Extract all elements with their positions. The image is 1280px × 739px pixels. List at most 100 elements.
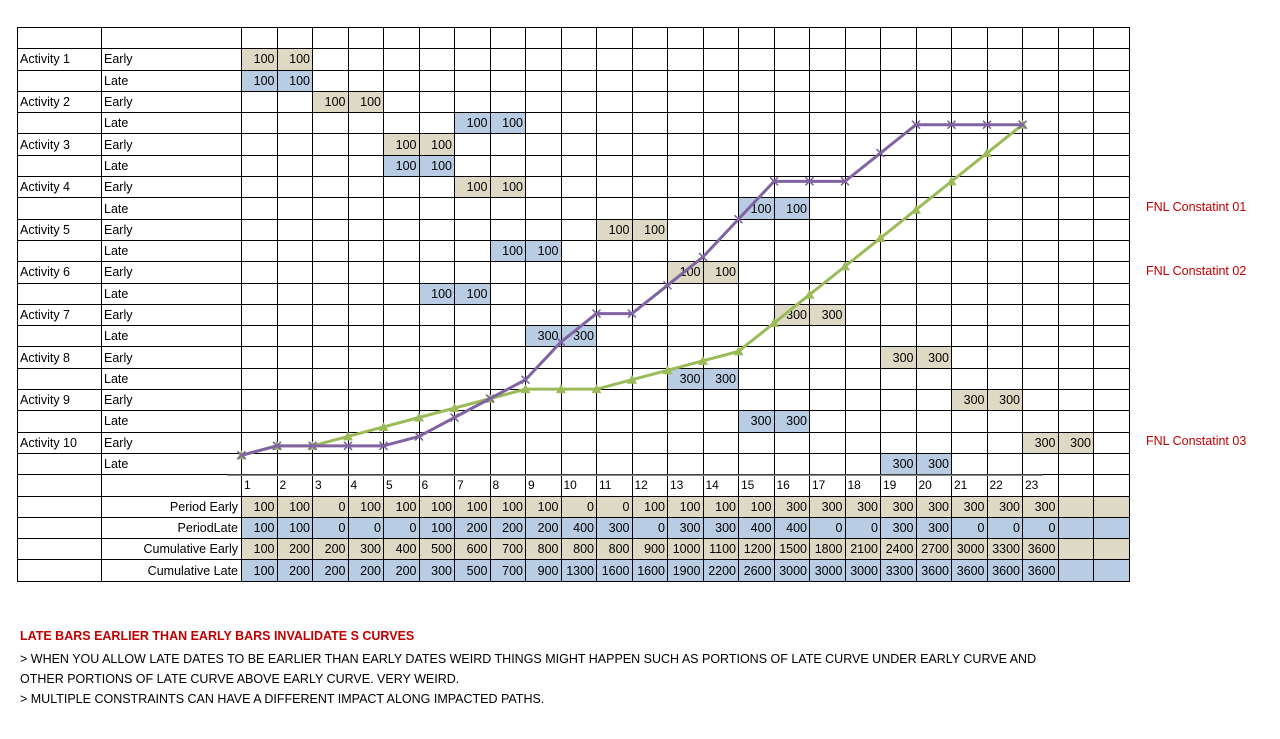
summary-value: 1800 xyxy=(809,538,846,561)
summary-value: 300 xyxy=(844,495,881,518)
summary-value: 300 xyxy=(986,495,1023,518)
summary-value xyxy=(1057,516,1094,540)
activity-row-3-late: Late 100 100 xyxy=(17,154,1130,178)
summary-value: 200 xyxy=(489,516,526,540)
activity-row-8-early: Activity 8 Early 300 300 xyxy=(17,346,1130,369)
summary-value: 300 xyxy=(347,538,384,561)
activity-type-label: Late xyxy=(101,197,242,220)
summary-value: 3000 xyxy=(844,559,881,582)
period-tick-label: 13 xyxy=(667,474,704,497)
late-bar-cell: 300 xyxy=(773,410,810,433)
summary-value: 2600 xyxy=(738,559,775,582)
late-bar-cell: 100 xyxy=(276,69,313,92)
period-tick-label: 1 xyxy=(241,474,278,497)
activity-row-7-late: Late 300 300 xyxy=(17,325,1130,348)
summary-value xyxy=(1057,559,1094,582)
summary-value: 3600 xyxy=(1022,559,1059,582)
summary-label: Period Early xyxy=(101,495,242,518)
activity-row-9-early: Activity 9 Early 300 300 xyxy=(17,389,1130,412)
summary-value: 300 xyxy=(880,516,917,540)
activity-row-1-early: Activity 1 Early 100 100 xyxy=(17,48,1130,71)
period-tick-label: 11 xyxy=(596,474,633,497)
early-bar-cell: 300 xyxy=(773,303,810,327)
summary-value: 700 xyxy=(489,538,526,561)
activity-name: Activity 5 xyxy=(17,218,102,241)
early-bar-cell: 300 xyxy=(986,389,1023,412)
late-bar-cell: 300 xyxy=(915,452,952,476)
period-tick-label: 2 xyxy=(276,474,313,497)
summary-value: 1300 xyxy=(560,559,597,582)
summary-value: 200 xyxy=(454,516,491,540)
activity-name: Activity 8 xyxy=(17,346,102,369)
summary-value xyxy=(1057,538,1094,561)
summary-label: Cumulative Late xyxy=(101,559,242,582)
summary-value: 100 xyxy=(631,495,668,518)
activity-row-2-early: Activity 2 Early 100 100 xyxy=(17,90,1130,114)
summary-value: 300 xyxy=(418,559,455,582)
late-bar-cell: 300 xyxy=(560,325,597,348)
summary-value: 100 xyxy=(702,495,739,518)
summary-value xyxy=(1093,516,1130,540)
period-tick-label: 7 xyxy=(454,474,491,497)
summary-value: 300 xyxy=(596,516,633,540)
summary-value: 0 xyxy=(347,516,384,540)
early-bar-cell: 100 xyxy=(347,90,384,114)
early-bar-cell: 300 xyxy=(915,346,952,369)
early-bar-cell: 100 xyxy=(241,48,278,71)
notes: LATE BARS EARLIER THAN EARLY BARS INVALI… xyxy=(20,629,1260,709)
early-bar-cell: 100 xyxy=(276,48,313,71)
late-bar-cell: 100 xyxy=(489,239,526,263)
late-bar-cell: 300 xyxy=(525,325,562,348)
activity-row-8-late: Late 300 300 xyxy=(17,367,1130,391)
period-tick-label: 18 xyxy=(844,474,881,497)
summary-value xyxy=(1093,538,1130,561)
summary-value: 100 xyxy=(489,495,526,518)
summary-row: PeriodLate 100 100 0 0 0 100 200 200 200 400 300 0 30… xyxy=(17,516,1130,540)
summary-value: 100 xyxy=(241,516,278,540)
summary-value: 100 xyxy=(241,559,278,582)
activity-type-label: Early xyxy=(101,431,242,454)
late-bar-cell: 100 xyxy=(454,282,491,305)
summary-value: 500 xyxy=(418,538,455,561)
summary-value: 200 xyxy=(312,559,349,582)
summary-value: 100 xyxy=(276,495,313,518)
summary-value: 0 xyxy=(1022,516,1059,540)
summary-value: 0 xyxy=(844,516,881,540)
summary-value xyxy=(1057,495,1094,518)
late-bar-cell: 100 xyxy=(454,112,491,135)
summary-value: 2400 xyxy=(880,538,917,561)
summary-value: 900 xyxy=(525,559,562,582)
summary-value: 0 xyxy=(809,516,846,540)
summary-value: 400 xyxy=(773,516,810,540)
summary-value: 700 xyxy=(489,559,526,582)
summary-value: 0 xyxy=(383,516,420,540)
activity-row-1-late: Late 100 100 xyxy=(17,69,1130,92)
summary-value: 300 xyxy=(773,495,810,518)
late-bar-cell: 100 xyxy=(241,69,278,92)
late-bar-cell: 100 xyxy=(489,112,526,135)
summary-value: 200 xyxy=(383,559,420,582)
summary-value xyxy=(1093,559,1130,582)
summary-value: 200 xyxy=(347,559,384,582)
early-bar-cell: 300 xyxy=(951,389,988,412)
summary-value: 1500 xyxy=(773,538,810,561)
summary-value: 400 xyxy=(738,516,775,540)
summary-value: 800 xyxy=(560,538,597,561)
late-bar-cell: 100 xyxy=(773,197,810,220)
summary-value: 2200 xyxy=(702,559,739,582)
early-bar-cell: 300 xyxy=(880,346,917,369)
summary-value: 300 xyxy=(702,516,739,540)
summary-value: 400 xyxy=(560,516,597,540)
summary-value: 300 xyxy=(915,516,952,540)
period-tick-label: 6 xyxy=(418,474,455,497)
activity-type-label: Early xyxy=(101,389,242,412)
period-tick-label: 8 xyxy=(489,474,526,497)
summary-value: 2100 xyxy=(844,538,881,561)
activity-type-label: Late xyxy=(101,154,242,178)
summary-value: 100 xyxy=(454,495,491,518)
period-tick-label: 17 xyxy=(809,474,846,497)
late-bar-cell: 100 xyxy=(738,197,775,220)
summary-value: 300 xyxy=(951,495,988,518)
summary-value: 100 xyxy=(738,495,775,518)
summary-value: 100 xyxy=(347,495,384,518)
